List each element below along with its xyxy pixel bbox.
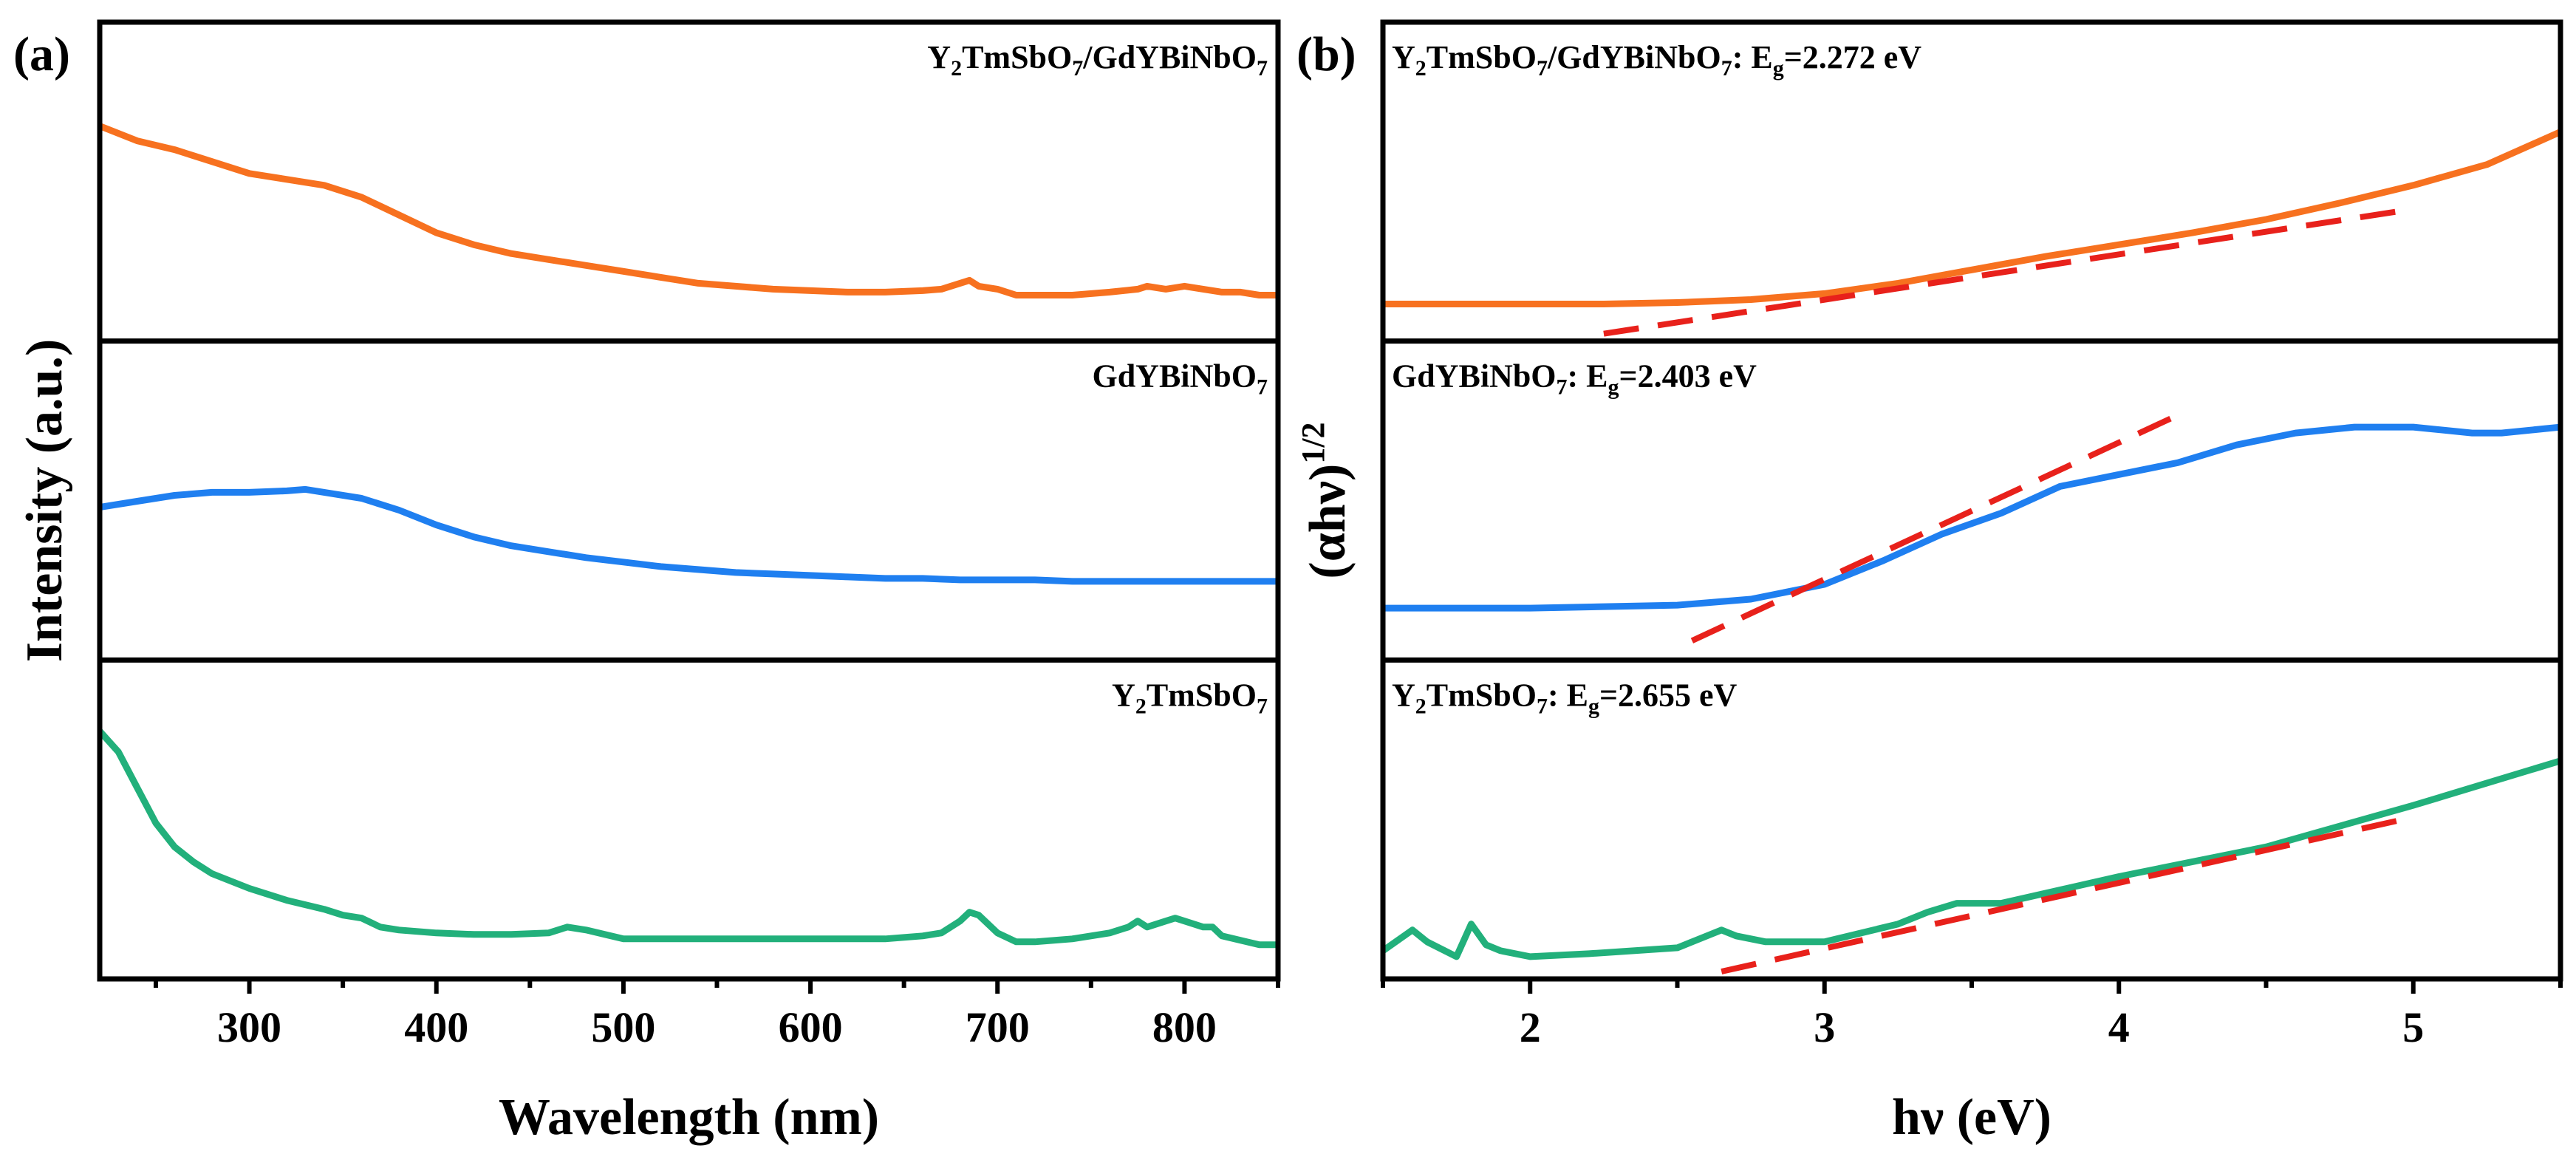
label-text: Y: [1392, 677, 1415, 713]
series-label: Y2TmSbO7/GdYBiNbO7: Eg=2.272 eV: [1392, 39, 1921, 81]
subscript: 7: [1721, 56, 1732, 81]
series-line-green: [100, 728, 1278, 949]
y-axis-label: Intensity (a.u.): [16, 339, 73, 663]
subscript: g: [1588, 694, 1599, 718]
subscript: 7: [1537, 56, 1548, 81]
series-line-green: [1383, 757, 2560, 960]
label-text: : E: [1568, 358, 1608, 395]
subscript: g: [1608, 375, 1619, 400]
x-tick-label: 600: [779, 1003, 843, 1051]
series-line-orange: [100, 123, 1278, 298]
label-text: =2.655 eV: [1599, 677, 1738, 713]
tauc-fit-line: [1690, 412, 2179, 643]
x-tick-label: 500: [591, 1003, 655, 1051]
series-label: GdYBiNbO7: Eg=2.403 eV: [1392, 358, 1757, 400]
x-tick-label: 3: [1814, 1003, 1835, 1051]
series-label: Y2TmSbO7: Eg=2.655 eV: [1392, 677, 1738, 718]
panel-a: (a) Y2TmSbO7/GdYBiNbO7GdYBiNbO7Y2TmSbO730…: [13, 19, 1281, 1146]
x-tick-label: 800: [1152, 1003, 1217, 1051]
x-tick-label: 300: [217, 1003, 281, 1051]
label-text: Y: [927, 39, 951, 75]
label-text: TmSbO: [1147, 677, 1257, 713]
series-label: Y2TmSbO7: [1112, 677, 1268, 718]
subscript: 7: [1072, 56, 1083, 81]
label-text: : E: [1548, 677, 1588, 713]
subplot-a-1: GdYBiNbO7: [100, 358, 1278, 585]
label-text: TmSbO: [1427, 677, 1537, 713]
x-axis-label: Wavelength (nm): [499, 1089, 879, 1146]
x-tick-label: 400: [404, 1003, 468, 1051]
panel-label: (b): [1296, 27, 1356, 81]
subscript: 7: [1257, 375, 1268, 400]
panel-b: (b) Y2TmSbO7/GdYBiNbO7: Eg=2.272 eVGdYBiN…: [1295, 19, 2563, 1146]
panel-frame: [97, 19, 1281, 982]
label-text: : E: [1732, 39, 1773, 75]
x-tick-label: 700: [966, 1003, 1030, 1051]
label-text: GdYBiNbO: [1092, 358, 1257, 395]
label-text: Y: [1112, 677, 1135, 713]
label-text: Y: [1392, 39, 1415, 75]
series-label: Y2TmSbO7/GdYBiNbO7: [927, 39, 1268, 81]
subscript: 7: [1257, 56, 1268, 81]
panel-label: (a): [13, 27, 70, 81]
label-text: =2.403 eV: [1619, 358, 1757, 395]
subscript: g: [1773, 56, 1784, 81]
series-line-blue: [100, 485, 1278, 585]
label-text: TmSbO: [962, 39, 1072, 75]
y-axis-label-superscript: 1/2: [1295, 422, 1331, 463]
series-label: GdYBiNbO7: [1092, 358, 1268, 400]
x-tick-label: 4: [2108, 1003, 2130, 1051]
subscript: 2: [1135, 694, 1147, 718]
subplot-b-1: GdYBiNbO7: Eg=2.403 eV: [1383, 358, 2560, 643]
subplot-a-2: Y2TmSbO7: [100, 677, 1278, 949]
x-tick-label: 2: [1520, 1003, 1541, 1051]
subscript: 7: [1257, 694, 1268, 718]
tauc-fit-line: [1603, 206, 2414, 337]
subscript: 2: [951, 56, 962, 81]
subscript: 2: [1415, 694, 1427, 718]
x-axis-label: hν (eV): [1892, 1089, 2051, 1146]
subplot-b-0: Y2TmSbO7/GdYBiNbO7: Eg=2.272 eV: [1383, 39, 2560, 337]
y-axis-label: (αhν)1/2: [1295, 422, 1356, 578]
y-axis-label-main: (αhν): [1299, 464, 1356, 579]
subplot-a-0: Y2TmSbO7/GdYBiNbO7: [100, 39, 1278, 298]
label-text: GdYBiNbO: [1392, 358, 1557, 395]
label-text: =2.272 eV: [1784, 39, 1922, 75]
subscript: 7: [1557, 375, 1568, 400]
label-text: TmSbO: [1427, 39, 1537, 75]
x-tick-label: 5: [2402, 1003, 2424, 1051]
tauc-fit-line: [1721, 814, 2414, 974]
label-text: /GdYBiNbO: [1082, 39, 1257, 75]
series-line-orange: [1383, 129, 2560, 307]
subscript: 7: [1537, 694, 1548, 718]
subplot-b-2: Y2TmSbO7: Eg=2.655 eV: [1383, 677, 2560, 974]
subscript: 2: [1415, 56, 1427, 81]
label-text: /GdYBiNbO: [1547, 39, 1721, 75]
series-line-blue: [1383, 423, 2560, 612]
